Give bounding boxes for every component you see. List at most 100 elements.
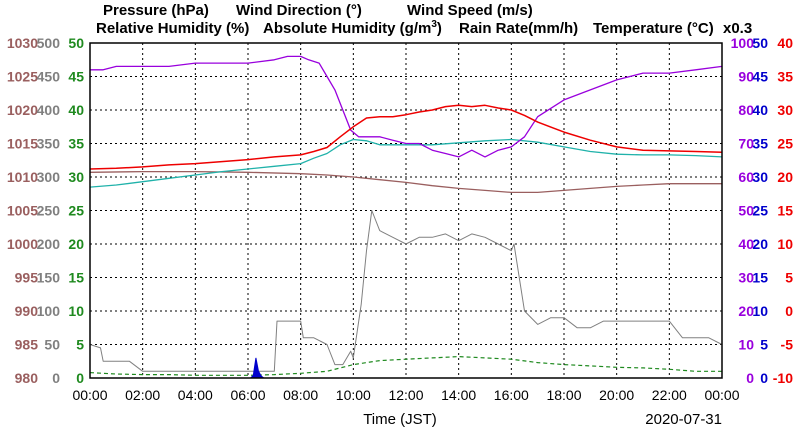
x-tick-label: 20:00: [599, 387, 634, 403]
y-tick-label-rh: 30: [738, 270, 754, 286]
y-tick-label-rain: 40: [752, 102, 768, 118]
y-tick-label-wind-speed: 15: [68, 270, 84, 286]
y-tick-label-temp: 20: [777, 169, 793, 185]
y-tick-label-rh: 0: [746, 370, 754, 386]
y-tick-label-wind-dir: 0: [52, 370, 60, 386]
legend: Pressure (hPa) Wind Direction (°) Wind S…: [96, 2, 752, 37]
y-tick-label-wind-speed: 30: [68, 169, 84, 185]
x-axis-label: Time (JST): [363, 411, 437, 428]
y-tick-label-rh: 70: [738, 136, 754, 152]
y-tick-label-temp: 0: [785, 303, 793, 319]
y-tick-label-wind-speed: 25: [68, 203, 84, 219]
series-wind-speed: [89, 356, 722, 376]
y-tick-label-wind-speed: 35: [68, 136, 84, 152]
y-axis-ticks: 1030102510201015101010051000995990985980…: [7, 35, 793, 386]
y-tick-label-temp: -5: [781, 337, 794, 353]
x-tick-label: 00:00: [72, 387, 107, 403]
y-tick-label-temp: 40: [777, 35, 793, 51]
y-tick-label-wind-dir: 50: [44, 337, 60, 353]
x-tick-label: 06:00: [230, 387, 265, 403]
x-tick-label: 10:00: [336, 387, 371, 403]
y-tick-label-pressure: 1000: [7, 236, 38, 252]
y-tick-label-rh: 60: [738, 169, 754, 185]
series-wind-dir: [89, 210, 723, 372]
y-tick-label-pressure: 1005: [7, 203, 38, 219]
y-tick-label-rain: 5: [760, 337, 768, 353]
y-tick-label-rh: 40: [738, 236, 754, 252]
y-tick-label-wind-dir: 250: [37, 203, 61, 219]
y-tick-label-pressure: 1020: [7, 102, 38, 118]
legend-rain-rate: Rain Rate(mm/h): [459, 20, 578, 37]
y-tick-label-wind-dir: 100: [37, 303, 61, 319]
x-tick-label: 18:00: [546, 387, 581, 403]
legend-wind-direction: Wind Direction (°): [236, 2, 362, 19]
y-tick-label-rh: 10: [738, 337, 754, 353]
y-tick-label-pressure: 990: [15, 303, 39, 319]
legend-pressure: Pressure (hPa): [103, 2, 209, 19]
y-tick-label-rh: 100: [731, 35, 755, 51]
y-tick-label-wind-dir: 200: [37, 236, 61, 252]
y-tick-label-temp: 15: [777, 203, 793, 219]
y-tick-label-pressure: 980: [15, 370, 39, 386]
y-tick-label-rh: 20: [738, 303, 754, 319]
y-tick-label-rain: 50: [752, 35, 768, 51]
y-tick-label-wind-speed: 40: [68, 102, 84, 118]
y-tick-label-rain: 15: [752, 270, 768, 286]
series-ah: [89, 138, 723, 188]
y-tick-label-rain: 20: [752, 236, 768, 252]
y-tick-label-wind-dir: 450: [37, 69, 61, 85]
y-tick-label-pressure: 1015: [7, 136, 38, 152]
x-tick-label: 22:00: [652, 387, 687, 403]
y-tick-label-wind-speed: 10: [68, 303, 84, 319]
y-tick-label-rain: 45: [752, 69, 768, 85]
series-rh: [90, 55, 723, 158]
series-temp: [89, 104, 723, 170]
x-tick-label: 00:00: [704, 387, 739, 403]
y-tick-label-wind-speed: 45: [68, 69, 84, 85]
x-tick-label: 16:00: [494, 387, 529, 403]
y-tick-label-pressure: 995: [15, 270, 39, 286]
y-tick-label-wind-dir: 400: [37, 102, 61, 118]
y-tick-label-temp: 5: [785, 270, 793, 286]
x-tick-label: 02:00: [125, 387, 160, 403]
legend-absolute-humidity-sup: 3: [431, 19, 437, 30]
y-tick-label-rh: 50: [738, 203, 754, 219]
legend-temperature: Temperature (°C): [593, 20, 714, 37]
x-tick-label: 04:00: [178, 387, 213, 403]
y-tick-label-pressure: 1025: [7, 69, 38, 85]
legend-absolute-humidity-close: ): [437, 20, 442, 37]
y-tick-label-rain: 30: [752, 169, 768, 185]
legend-rain-scale: x0.3: [723, 20, 752, 37]
y-tick-label-wind-dir: 500: [37, 35, 61, 51]
y-tick-label-temp: 25: [777, 136, 793, 152]
plot-frame: [89, 42, 723, 379]
y-tick-label-wind-speed: 20: [68, 236, 84, 252]
y-tick-label-rh: 80: [738, 102, 754, 118]
legend-absolute-humidity-text: Absolute Humidity (g/m: [263, 20, 431, 37]
x-tick-label: 08:00: [283, 387, 318, 403]
x-axis-ticks: 00:00 02:00 04:00 06:00 08:00 10:00 12:00 14:00…: [72, 387, 739, 403]
y-tick-label-rain: 35: [752, 136, 768, 152]
series-layer: [89, 55, 723, 379]
y-tick-label-pressure: 1030: [7, 35, 38, 51]
legend-absolute-humidity: Absolute Humidity (g/m3): [263, 19, 442, 37]
y-tick-label-rain: 0: [760, 370, 768, 386]
y-tick-label-wind-speed: 5: [76, 337, 84, 353]
series-pressure: [89, 170, 722, 194]
y-tick-label-pressure: 1010: [7, 169, 38, 185]
x-tick-label: 14:00: [441, 387, 476, 403]
y-tick-label-wind-speed: 0: [76, 370, 84, 386]
y-tick-label-wind-dir: 150: [37, 270, 61, 286]
y-tick-label-temp: 10: [777, 236, 793, 252]
y-tick-label-wind-speed: 50: [68, 35, 84, 51]
y-tick-label-rh: 90: [738, 69, 754, 85]
x-tick-label: 12:00: [388, 387, 423, 403]
y-tick-label-rain: 10: [752, 303, 768, 319]
y-tick-label-temp: 35: [777, 69, 793, 85]
y-tick-label-pressure: 985: [15, 337, 39, 353]
legend-wind-speed: Wind Speed (m/s): [407, 2, 533, 19]
y-tick-label-temp: -10: [773, 370, 793, 386]
y-tick-label-wind-dir: 300: [37, 169, 61, 185]
